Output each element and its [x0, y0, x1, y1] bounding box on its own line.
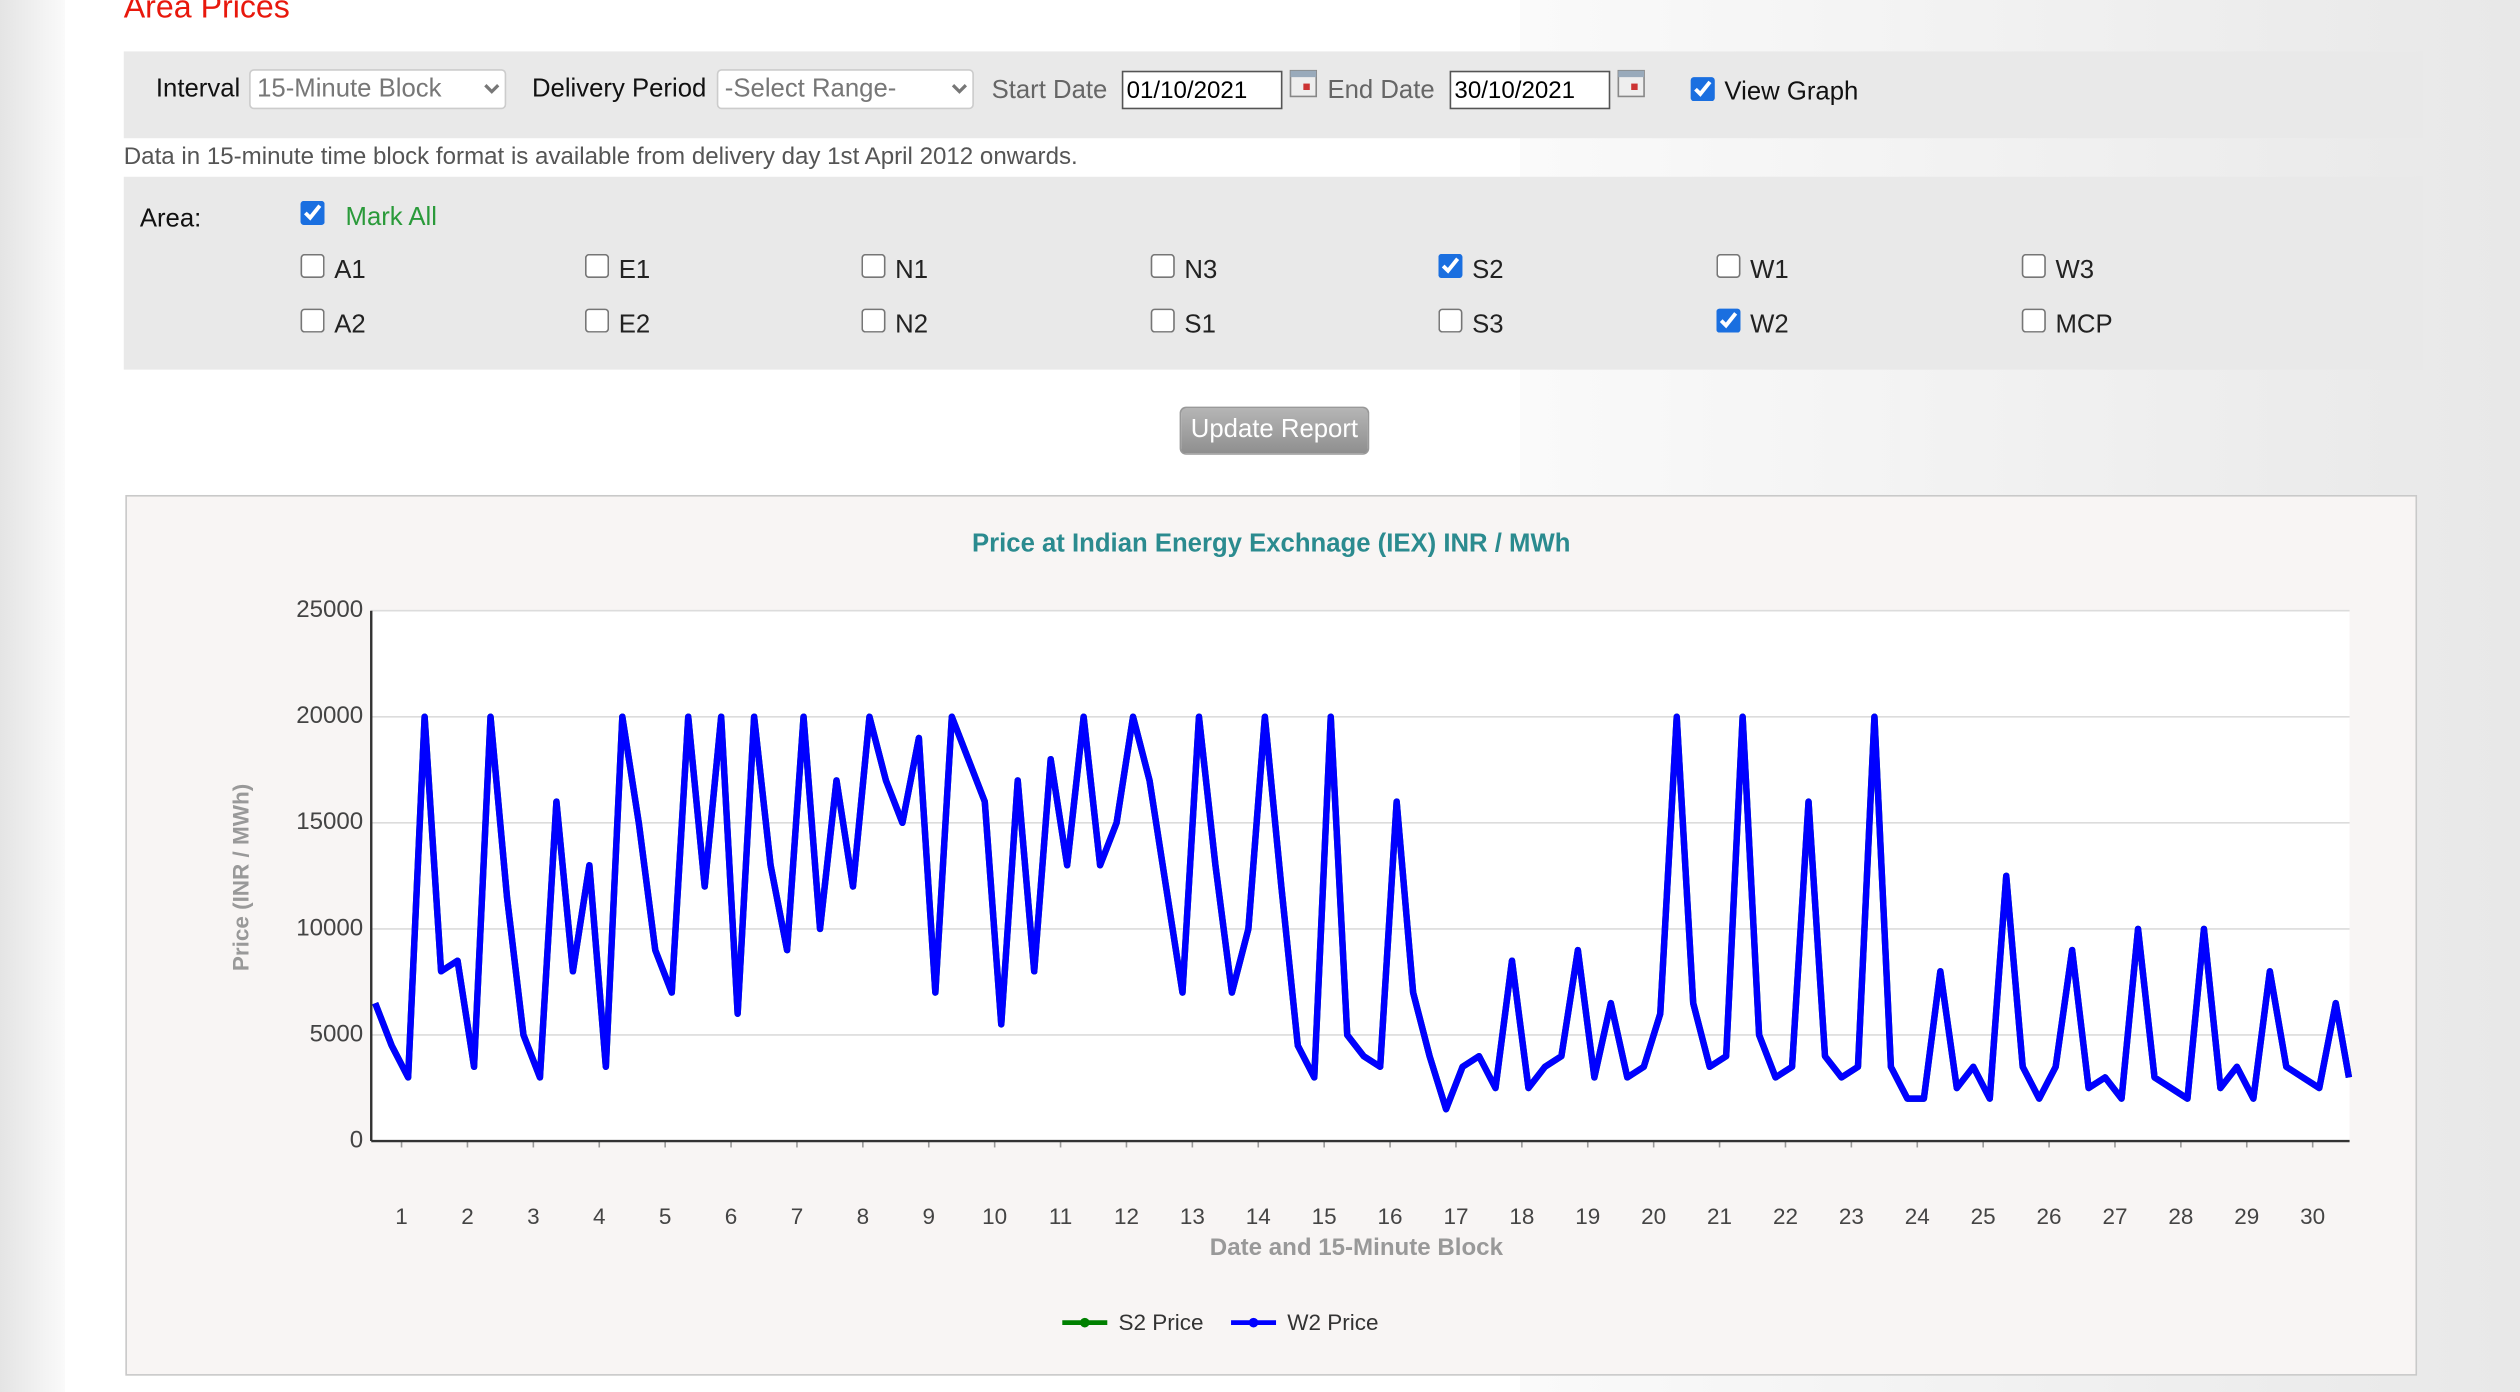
x-tick-label: 20	[1641, 1204, 1666, 1229]
x-tick-label: 17	[1443, 1204, 1468, 1229]
area-checkbox-label: S1	[1184, 311, 1216, 340]
area-checkbox-label: N3	[1184, 257, 1218, 285]
end-date-label: End Date	[1327, 77, 1435, 105]
interval-label: Interval	[155, 75, 241, 103]
area-checkbox[interactable]	[300, 253, 325, 279]
y-axis-label: Price (INR / MWh)	[229, 784, 254, 971]
x-tick-label: 22	[1773, 1204, 1798, 1229]
x-tick-label: 11	[1049, 1204, 1072, 1229]
mark-all-checkbox[interactable]	[300, 200, 325, 225]
area-checkbox[interactable]	[1716, 253, 1741, 279]
area-checkbox[interactable]	[861, 308, 886, 333]
area-checkbox[interactable]	[1150, 308, 1175, 333]
area-checkbox[interactable]	[584, 308, 610, 333]
y-tick-label: 20000	[296, 702, 363, 729]
area-checkbox-label: S2	[1472, 257, 1504, 285]
x-tick-label: 28	[2168, 1204, 2193, 1229]
plot-area	[371, 610, 2350, 1142]
x-axis-label: Date and 15-Minute Block	[1210, 1234, 1504, 1261]
chart: Price at Indian Energy Exchnage (IEX) IN…	[229, 530, 2353, 1335]
x-tick-label: 8	[857, 1204, 870, 1229]
x-tick-label: 21	[1707, 1204, 1732, 1229]
update-report-button[interactable]: Update Report	[1179, 406, 1370, 455]
x-tick-label: 30	[2300, 1204, 2325, 1229]
area-checkbox-label: E1	[618, 257, 651, 285]
x-tick-label: 27	[2102, 1204, 2127, 1229]
area-checkbox-label: N1	[895, 257, 929, 285]
x-tick-label: 9	[923, 1204, 936, 1229]
x-tick-label: 15	[1312, 1204, 1337, 1229]
legend-marker	[1248, 1317, 1259, 1328]
filter-bar: Interval 15-Minute Block Delivery Period…	[123, 51, 2424, 139]
y-tick-label: 5000	[310, 1020, 364, 1047]
area-checkbox-label: E2	[618, 311, 651, 340]
area-checkbox[interactable]	[584, 253, 610, 279]
x-tick-label: 26	[2037, 1204, 2062, 1229]
x-tick-label: 3	[527, 1204, 540, 1229]
x-tick-label: 2	[461, 1204, 474, 1229]
area-checkbox[interactable]	[300, 308, 325, 333]
period-label: Delivery Period	[531, 75, 707, 103]
view-graph-label: View Graph	[1724, 78, 1859, 107]
end-date-input[interactable]	[1449, 70, 1611, 110]
start-date-input[interactable]	[1121, 70, 1283, 110]
y-tick-label: 25000	[296, 596, 363, 623]
x-tick-label: 19	[1575, 1204, 1600, 1229]
area-checkbox-label: N2	[895, 311, 929, 340]
area-checkbox[interactable]	[1716, 308, 1741, 333]
x-tick-label: 7	[791, 1204, 804, 1229]
legend-label: S2 Price	[1119, 1310, 1204, 1335]
area-checkbox-label: S3	[1472, 311, 1504, 340]
area-checkbox[interactable]	[861, 253, 886, 279]
start-date-label: Start Date	[991, 77, 1108, 105]
price-line	[372, 713, 2353, 1113]
area-checkbox[interactable]	[1150, 253, 1175, 279]
area-checkbox-label: MCP	[2055, 311, 2113, 340]
x-tick-label: 24	[1905, 1204, 1930, 1229]
x-tick-label: 23	[1839, 1204, 1864, 1229]
area-checkbox-label: A1	[334, 257, 366, 285]
area-checkbox-label: W1	[1750, 257, 1789, 285]
y-tick-label: 10000	[296, 914, 363, 941]
period-select[interactable]: -Select Range-	[716, 69, 974, 110]
x-tick-label: 1	[395, 1204, 408, 1229]
y-tick-label: 15000	[296, 808, 363, 835]
mark-all-label: Mark All	[345, 204, 437, 232]
area-panel: Area: Mark All A1 E1 N1 N3 S2 W1 W3 A2 E2 N2 S1 S3 W…	[123, 176, 2424, 370]
area-checkbox-label: W3	[2055, 257, 2095, 285]
x-tick-label: 18	[1509, 1204, 1534, 1229]
x-tick-label: 5	[659, 1204, 672, 1229]
chart-title: Price at Indian Energy Exchnage (IEX) IN…	[972, 530, 1570, 558]
x-tick-label: 6	[725, 1204, 738, 1229]
area-checkbox-label: W2	[1750, 311, 1789, 340]
area-checkbox[interactable]	[1438, 253, 1463, 279]
x-tick-label: 14	[1246, 1204, 1271, 1229]
interval-select[interactable]: 15-Minute Block	[249, 69, 507, 110]
x-tick-label: 4	[593, 1204, 606, 1229]
area-label: Area:	[139, 205, 202, 234]
legend-marker	[1079, 1317, 1090, 1328]
area-checkbox[interactable]	[2021, 253, 2046, 279]
x-tick-label: 13	[1180, 1204, 1205, 1229]
calendar-icon[interactable]	[1617, 69, 1646, 98]
area-checkbox-label: A2	[334, 311, 366, 340]
x-tick-label: 25	[1971, 1204, 1996, 1229]
x-tick-label: 29	[2234, 1204, 2259, 1229]
area-checkbox[interactable]	[2021, 308, 2046, 333]
chart-panel: Price at Indian Energy Exchnage (IEX) IN…	[125, 494, 2418, 1376]
page-title: Area Prices	[123, 0, 290, 26]
area-checkbox[interactable]	[1438, 308, 1463, 333]
calendar-icon[interactable]	[1289, 69, 1318, 98]
y-tick-label: 0	[350, 1126, 363, 1153]
x-tick-label: 16	[1378, 1204, 1403, 1229]
x-tick-label: 10	[982, 1204, 1007, 1229]
note: Data in 15-minute time block format is a…	[123, 143, 1078, 171]
view-graph-checkbox[interactable]	[1690, 77, 1715, 102]
x-tick-label: 12	[1114, 1204, 1139, 1229]
legend-label: W2 Price	[1287, 1310, 1378, 1335]
